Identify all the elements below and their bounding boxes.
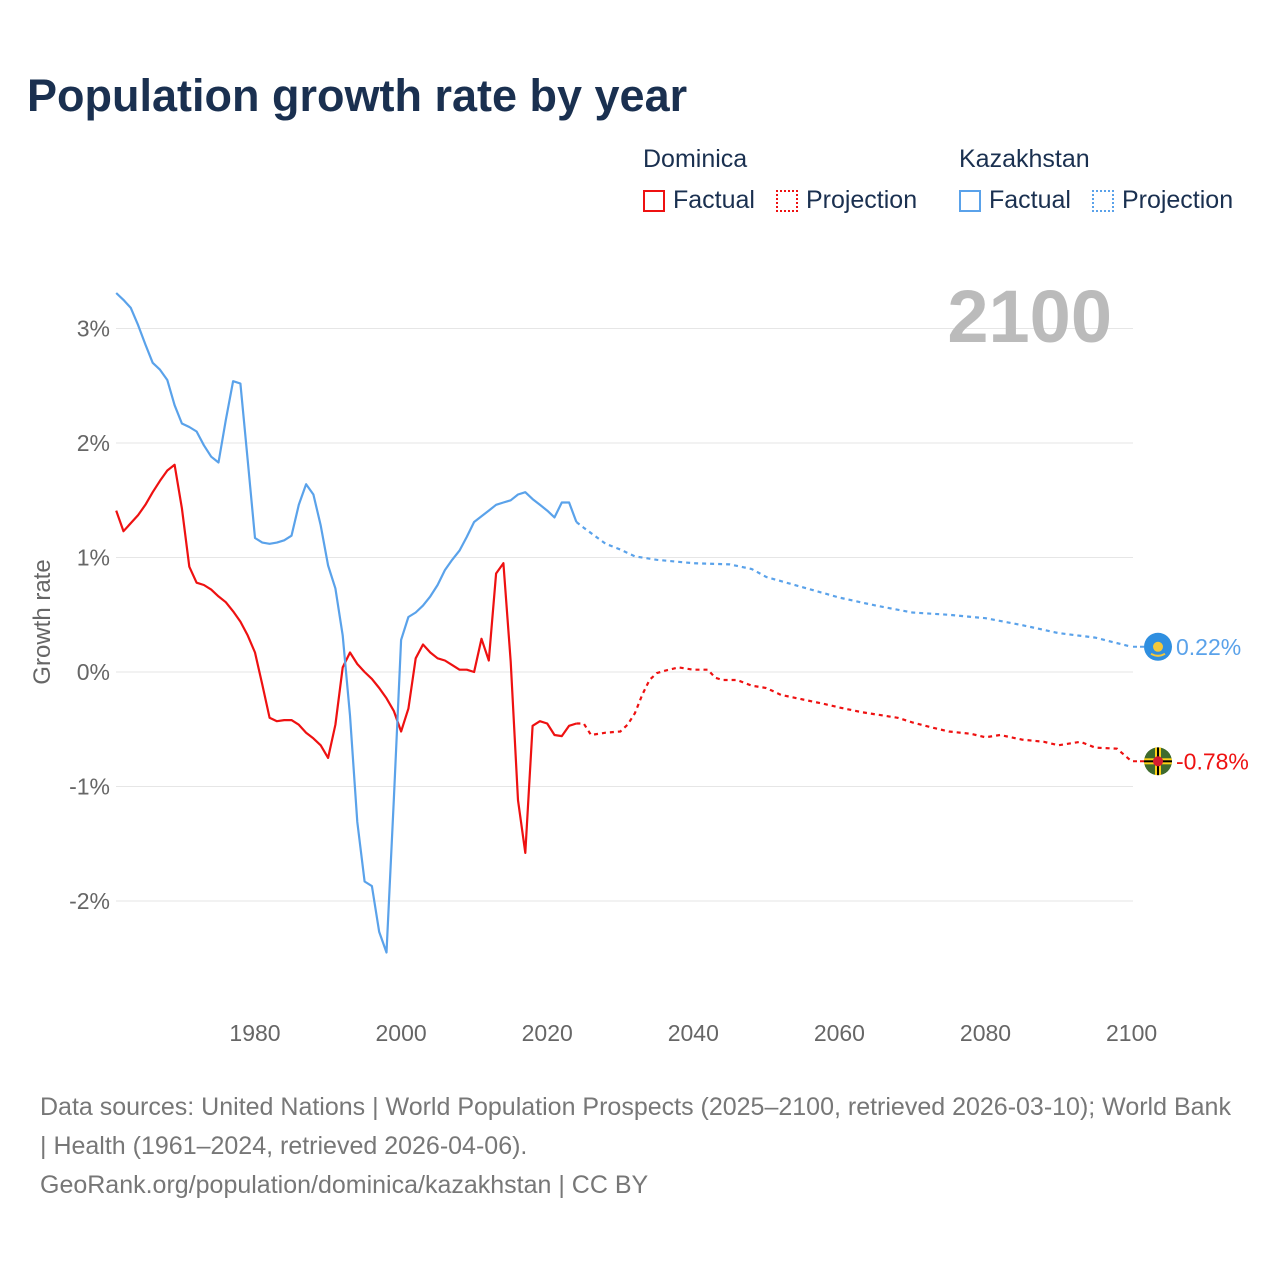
legend-swatch-solid-icon: [959, 189, 981, 212]
flag-eagle: [1150, 652, 1166, 657]
legend-label: Factual: [673, 186, 755, 214]
legend-swatch-dotted-icon: [775, 189, 798, 212]
dominica-end-label: -0.78%: [1176, 748, 1249, 774]
legend-dominica-projection[interactable]: Projection: [775, 186, 918, 215]
y-tick-label: 2%: [77, 430, 110, 456]
y-tick-label: -1%: [69, 774, 110, 800]
y-tick-label: 1%: [77, 545, 110, 571]
kazakhstan-projection-line: [575, 521, 1132, 648]
kazakhstan-end-label: 0.22%: [1176, 634, 1241, 660]
legend-dominica: Dominica Factual Projection: [643, 145, 931, 219]
legend-group-name: Dominica: [643, 145, 748, 173]
page-title: Population growth rate by year: [27, 70, 688, 121]
legend-group-name: Kazakhstan: [959, 145, 1090, 173]
legend-kazakhstan-factual[interactable]: Factual: [959, 186, 1071, 215]
legend-label: Factual: [989, 186, 1071, 214]
legend-dominica-factual[interactable]: Factual: [643, 186, 755, 215]
footer: Data sources: United Nations | World Pop…: [40, 1088, 1240, 1205]
x-tick-label: 2080: [960, 1020, 1011, 1046]
legend-label: Projection: [1121, 186, 1234, 214]
legend-swatch-solid-icon: [643, 189, 665, 212]
flag-sun: [1153, 641, 1163, 652]
y-tick-label: 0%: [77, 659, 110, 685]
x-tick-label: 2100: [1106, 1020, 1157, 1046]
x-tick-label: 2020: [522, 1020, 573, 1046]
kazakhstan-flag-icon: [1144, 632, 1172, 661]
legend-kazakhstan-projection[interactable]: Projection: [1091, 186, 1234, 215]
flag-body: [1144, 747, 1172, 776]
dominica-flag-icon: [1144, 747, 1172, 776]
flag-disc: [1153, 756, 1163, 767]
x-tick-label: 2040: [668, 1020, 719, 1046]
legend-kazakhstan: Kazakhstan Factual Projection: [959, 145, 1247, 219]
y-tick-label: -2%: [69, 888, 110, 914]
kazakhstan-factual-line: [115, 292, 578, 954]
x-tick-label: 2060: [814, 1020, 865, 1046]
y-axis-label: Growth rate: [29, 559, 56, 684]
credit-link[interactable]: GeoRank.org/population/dominica/kazakhst…: [40, 1171, 649, 1199]
year-label: 2100: [947, 275, 1112, 358]
legend-label: Projection: [805, 186, 918, 214]
y-tick-label: 3%: [77, 316, 110, 342]
dominica-factual-line: [115, 463, 577, 855]
legend-swatch-dotted-icon: [1091, 189, 1114, 212]
data-sources: Data sources: United Nations | World Pop…: [40, 1093, 1231, 1160]
dominica-projection-line: [576, 666, 1133, 763]
x-tick-label: 1980: [229, 1020, 280, 1046]
x-tick-label: 2000: [376, 1020, 427, 1046]
